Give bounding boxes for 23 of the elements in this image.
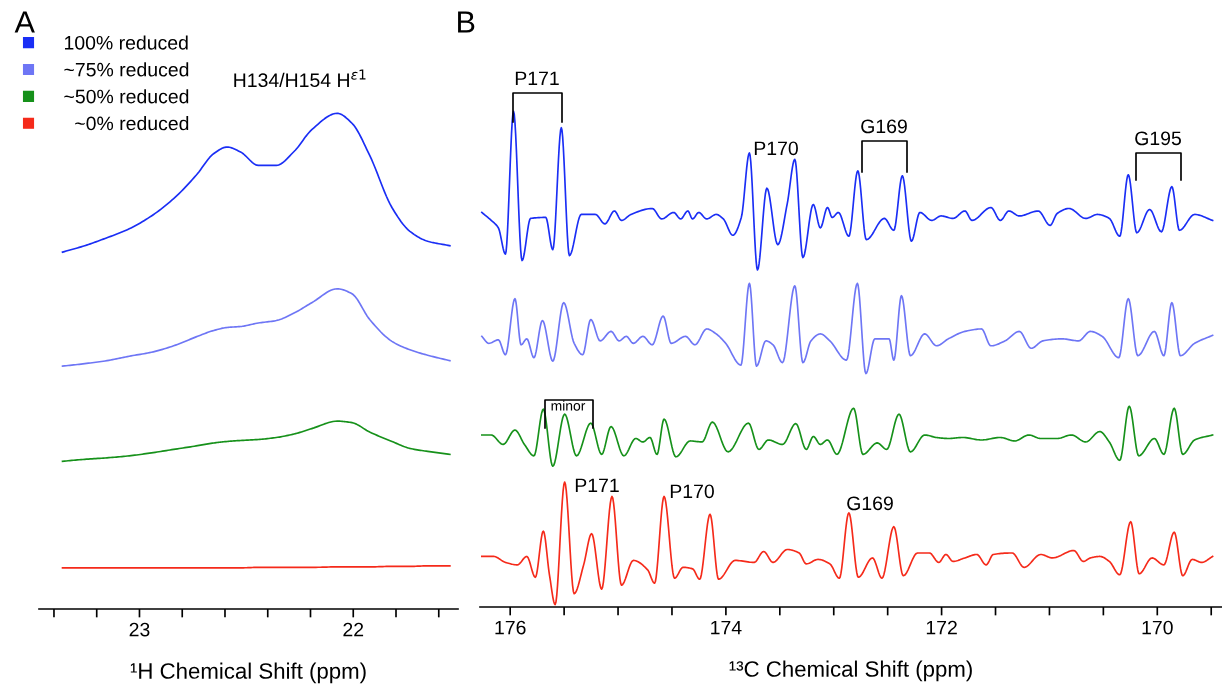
- x-axis-title: ¹³C Chemical Shift (ppm): [729, 660, 972, 682]
- x-tick-label: 22: [343, 622, 364, 637]
- x-tick-label: 172: [926, 620, 957, 635]
- annotation: P171: [575, 478, 619, 493]
- annotation: P170: [754, 141, 798, 156]
- legend-label: ~0% reduced: [75, 116, 189, 131]
- x-tick-label: 176: [495, 620, 526, 635]
- text: H134/H154 H$^{ε1}$: [234, 69, 366, 88]
- x-tick-label: 23: [129, 622, 150, 637]
- legend-label: ~50% reduced: [64, 89, 189, 104]
- chart-title: B: [458, 11, 475, 33]
- legend-label: 100% reduced: [64, 35, 188, 50]
- annotation: G169: [861, 119, 907, 134]
- text: P171: [515, 71, 559, 86]
- x-axis-title: ¹H Chemical Shift (ppm): [130, 662, 366, 684]
- chart-title: A: [14, 11, 35, 33]
- annotation: G195: [1135, 131, 1181, 146]
- x-tick-label: 174: [711, 620, 742, 635]
- annotation: minor: [551, 400, 586, 411]
- annotation: P170: [670, 484, 714, 499]
- legend-label: ~75% reduced: [64, 62, 189, 77]
- annotation: G169: [847, 496, 893, 511]
- x-tick-label: 170: [1142, 620, 1173, 635]
